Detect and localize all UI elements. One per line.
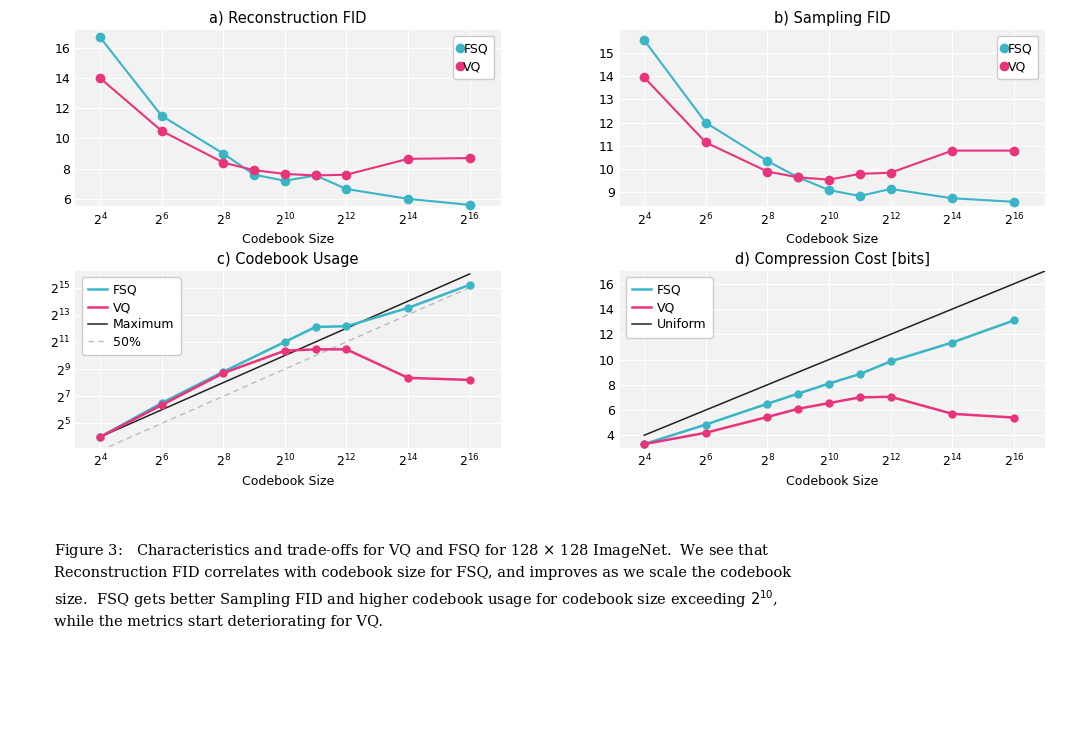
X-axis label: Codebook Size: Codebook Size (786, 233, 878, 247)
Line: FSQ: FSQ (640, 317, 1018, 448)
VQ (402, 374, 415, 383)
VQ (699, 428, 712, 437)
Legend: FSQ, VQ: FSQ, VQ (453, 36, 494, 80)
VQ (1007, 413, 1020, 422)
VQ (761, 167, 774, 176)
FSQ (216, 149, 229, 158)
FSQ (884, 357, 897, 366)
VQ (216, 158, 229, 167)
VQ (463, 154, 476, 163)
FSQ (279, 176, 292, 185)
Title: a) Reconstruction FID: a) Reconstruction FID (209, 11, 366, 26)
VQ (155, 400, 168, 409)
VQ (946, 409, 959, 418)
VQ (884, 392, 897, 401)
FSQ (309, 171, 322, 180)
VQ (946, 146, 959, 155)
VQ (155, 126, 168, 135)
VQ (1007, 146, 1020, 155)
VQ (340, 170, 353, 179)
FSQ (792, 173, 805, 182)
FSQ (792, 389, 805, 398)
FSQ (279, 337, 292, 346)
Title: b) Sampling FID: b) Sampling FID (773, 11, 891, 26)
FSQ (946, 338, 959, 347)
VQ (761, 412, 774, 421)
FSQ (1007, 316, 1020, 325)
Title: d) Compression Cost [bits]: d) Compression Cost [bits] (735, 253, 929, 267)
Legend: FSQ, VQ, Uniform: FSQ, VQ, Uniform (626, 277, 713, 338)
FSQ (761, 399, 774, 408)
FSQ (402, 195, 415, 204)
FSQ (1007, 198, 1020, 207)
Legend: FSQ, VQ: FSQ, VQ (997, 36, 1038, 80)
Line: VQ: VQ (96, 345, 474, 441)
X-axis label: Codebook Size: Codebook Size (242, 233, 334, 247)
FSQ (463, 201, 476, 210)
X-axis label: Codebook Size: Codebook Size (786, 475, 878, 488)
Title: c) Codebook Usage: c) Codebook Usage (218, 253, 359, 267)
FSQ (402, 303, 415, 312)
VQ (402, 155, 415, 163)
VQ (463, 375, 476, 384)
Line: VQ: VQ (640, 392, 1018, 448)
FSQ (340, 184, 353, 193)
FSQ (946, 194, 959, 203)
FSQ (853, 192, 866, 201)
Line: FSQ: FSQ (640, 36, 1019, 207)
VQ (340, 345, 353, 354)
FSQ (699, 420, 712, 429)
VQ (853, 169, 866, 178)
VQ (248, 166, 261, 175)
VQ (792, 173, 805, 182)
VQ (309, 345, 322, 354)
VQ (638, 440, 651, 449)
VQ (279, 169, 292, 178)
FSQ (699, 118, 712, 127)
FSQ (309, 322, 322, 331)
FSQ (94, 33, 107, 42)
FSQ (761, 157, 774, 166)
FSQ (853, 369, 866, 378)
FSQ (463, 280, 476, 289)
VQ (823, 175, 836, 184)
FSQ (248, 170, 261, 179)
Legend: FSQ, VQ, Maximum, 50%: FSQ, VQ, Maximum, 50% (82, 277, 181, 355)
VQ (309, 171, 322, 180)
VQ (792, 404, 805, 413)
VQ (699, 138, 712, 147)
FSQ (823, 186, 836, 195)
VQ (216, 369, 229, 377)
FSQ (884, 184, 897, 193)
FSQ (638, 36, 651, 45)
Text: Figure 3:   Characteristics and trade-offs for VQ and FSQ for 128 $\times$ 128 I: Figure 3: Characteristics and trade-offs… (54, 542, 791, 629)
VQ (94, 74, 107, 82)
VQ (279, 346, 292, 355)
FSQ (155, 398, 168, 407)
FSQ (638, 440, 651, 449)
VQ (853, 393, 866, 402)
VQ (638, 73, 651, 82)
VQ (884, 168, 897, 177)
VQ (94, 432, 107, 441)
FSQ (216, 367, 229, 376)
Line: VQ: VQ (640, 73, 1019, 184)
Line: FSQ: FSQ (96, 281, 474, 441)
FSQ (94, 432, 107, 441)
FSQ (155, 111, 168, 120)
FSQ (823, 379, 836, 388)
Line: FSQ: FSQ (95, 33, 475, 210)
X-axis label: Codebook Size: Codebook Size (242, 475, 334, 488)
FSQ (340, 322, 353, 331)
Line: VQ: VQ (95, 73, 475, 181)
VQ (823, 399, 836, 408)
